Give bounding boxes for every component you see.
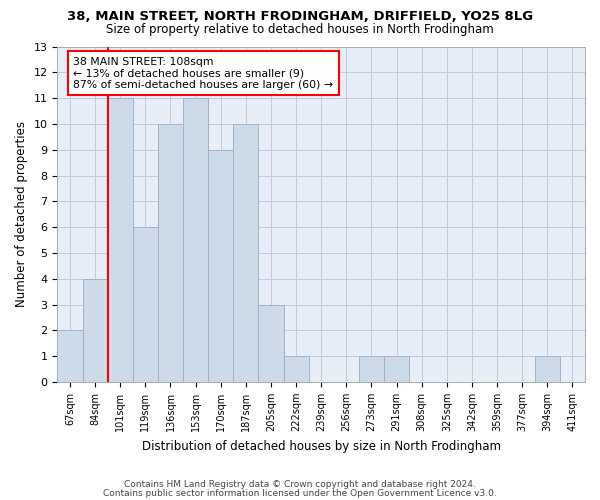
Bar <box>183 98 208 382</box>
Bar <box>58 330 83 382</box>
Bar <box>535 356 560 382</box>
Text: 38, MAIN STREET, NORTH FRODINGHAM, DRIFFIELD, YO25 8LG: 38, MAIN STREET, NORTH FRODINGHAM, DRIFF… <box>67 10 533 23</box>
Bar <box>208 150 233 382</box>
Y-axis label: Number of detached properties: Number of detached properties <box>15 121 28 307</box>
Text: 38 MAIN STREET: 108sqm
← 13% of detached houses are smaller (9)
87% of semi-deta: 38 MAIN STREET: 108sqm ← 13% of detached… <box>73 56 333 90</box>
Text: Contains public sector information licensed under the Open Government Licence v3: Contains public sector information licen… <box>103 488 497 498</box>
Bar <box>83 278 107 382</box>
Bar <box>284 356 308 382</box>
Bar <box>233 124 259 382</box>
Bar <box>259 304 284 382</box>
Text: Contains HM Land Registry data © Crown copyright and database right 2024.: Contains HM Land Registry data © Crown c… <box>124 480 476 489</box>
Bar <box>158 124 183 382</box>
Bar <box>107 98 133 382</box>
Bar <box>384 356 409 382</box>
Text: Size of property relative to detached houses in North Frodingham: Size of property relative to detached ho… <box>106 22 494 36</box>
X-axis label: Distribution of detached houses by size in North Frodingham: Distribution of detached houses by size … <box>142 440 501 452</box>
Bar <box>133 227 158 382</box>
Bar <box>359 356 384 382</box>
